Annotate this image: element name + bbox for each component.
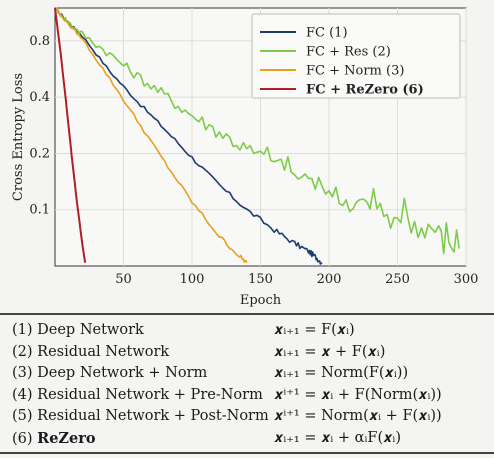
- model-formula: 𝒙ᵢ₊₁ = 𝒙 + F(𝒙ᵢ): [274, 343, 386, 360]
- model-name-prefix: (2) Residual Network: [12, 343, 170, 360]
- model-formula: 𝒙ⁱ⁺¹ = 𝒙ᵢ + F(Norm(𝒙ᵢ)): [274, 386, 442, 403]
- model-name: (4) Residual Network + Pre-Norm: [12, 385, 263, 407]
- x-axis-label: Epoch: [240, 293, 282, 308]
- model-name-bold: ReZero: [37, 429, 96, 447]
- legend-entry: FC + Res (2): [306, 45, 391, 60]
- legend-entry: FC + ReZero (6): [306, 83, 424, 98]
- model-formula: 𝒙ᵢ₊₁ = 𝒙ᵢ + αᵢF(𝒙ᵢ): [274, 429, 402, 446]
- series-group: [54, 7, 460, 265]
- model-name: (1) Deep Network: [12, 320, 144, 342]
- model-name: (3) Deep Network + Norm: [12, 363, 207, 385]
- model-formula: 𝒙ᵢ₊₁ = Norm(F(𝒙ᵢ)): [274, 365, 409, 381]
- loss-chart: 50 100 150 200 250 300 0.1 0.2 0.4 0.8 Epoch Cros…: [11, 7, 478, 308]
- model-table: (1) Deep Network 𝒙ᵢ₊₁ = F(𝒙ᵢ) (2) Residual…: [12, 320, 488, 449]
- legend-box: [251, 13, 461, 99]
- x-tick-label: 150: [248, 272, 273, 287]
- legend-entry: FC (1): [306, 26, 348, 41]
- table-row: (2) Residual Network 𝒙ᵢ₊₁ = 𝒙 + F(𝒙ᵢ): [12, 342, 488, 364]
- series-line-4: [54, 7, 87, 263]
- table-row: (1) Deep Network 𝒙ᵢ₊₁ = F(𝒙ᵢ): [12, 320, 488, 342]
- x-tick-label: 200: [317, 272, 342, 287]
- x-tick-label: 100: [180, 272, 205, 287]
- series-line-1: [54, 7, 323, 265]
- model-name: (6) ReZero: [12, 428, 96, 451]
- y-tick-label: 0.1: [29, 203, 50, 218]
- separator-top: [0, 313, 494, 315]
- table-row: (5) Residual Network + Post-Norm 𝒙ⁱ⁺¹ = N…: [12, 406, 488, 428]
- table-row: (6) ReZero 𝒙ᵢ₊₁ = 𝒙ᵢ + αᵢF(𝒙ᵢ): [12, 428, 488, 450]
- tick-labels: 50 100 150 200 250 300 0.1 0.2 0.4 0.8: [29, 34, 478, 287]
- model-formula: 𝒙ᵢ₊₁ = F(𝒙ᵢ): [274, 322, 355, 338]
- series-line-2: [54, 7, 460, 255]
- model-name-prefix: (1) Deep Network: [12, 322, 144, 338]
- legend: FC (1) FC + Res (2) FC + Norm (3) FC + ReZe…: [251, 13, 461, 99]
- model-formula: 𝒙ⁱ⁺¹ = Norm(𝒙ᵢ + F(𝒙ᵢ)): [274, 408, 442, 424]
- x-tick-label: 300: [454, 272, 479, 287]
- model-name-prefix: (3) Deep Network + Norm: [12, 365, 208, 381]
- x-tick-label: 250: [385, 272, 410, 287]
- x-tick-label: 50: [115, 272, 132, 287]
- table-row: (3) Deep Network + Norm 𝒙ᵢ₊₁ = Norm(F(𝒙ᵢ)…: [12, 363, 488, 385]
- series-line-3: [54, 7, 248, 264]
- y-tick-label: 0.8: [29, 34, 50, 49]
- model-name-prefix: (6): [12, 430, 38, 447]
- y-tick-label: 0.4: [29, 90, 50, 105]
- model-name: (5) Residual Network + Post-Norm: [12, 406, 269, 428]
- model-name-prefix: (5) Residual Network + Post-Norm: [12, 408, 269, 424]
- model-name: (2) Residual Network: [12, 342, 169, 364]
- legend-entry: FC + Norm (3): [306, 64, 404, 79]
- separator-bottom: [0, 452, 494, 454]
- model-name-prefix: (4) Residual Network + Pre-Norm: [12, 386, 263, 403]
- y-axis-label: Cross Entropy Loss: [11, 73, 26, 201]
- table-row: (4) Residual Network + Pre-Norm 𝒙ⁱ⁺¹ = 𝒙ᵢ…: [12, 385, 488, 407]
- y-tick-label: 0.2: [29, 146, 50, 161]
